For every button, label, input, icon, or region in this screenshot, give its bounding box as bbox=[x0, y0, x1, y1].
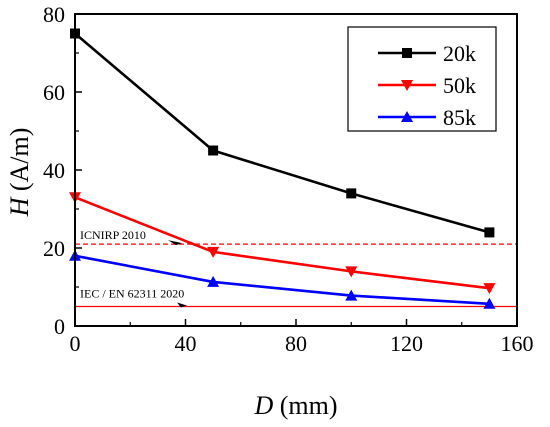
data-point bbox=[402, 48, 412, 58]
data-point bbox=[484, 227, 495, 238]
pointer-arrow-icon bbox=[168, 240, 182, 246]
legend-item: 50k bbox=[378, 73, 476, 98]
legend-item: 85k bbox=[378, 105, 476, 130]
x-tick-label: 160 bbox=[501, 331, 534, 356]
legend-item: 20k bbox=[378, 41, 476, 66]
y-axis-title: H (A/m) bbox=[5, 128, 34, 218]
reference-lines: ICNIRP 2010 IEC / EN 62311 2020 bbox=[75, 228, 517, 308]
series-layer bbox=[69, 28, 496, 309]
data-point bbox=[345, 289, 358, 301]
y-tick-label: 60 bbox=[43, 80, 65, 105]
x-tick-label: 40 bbox=[175, 331, 197, 356]
legend-label: 85k bbox=[443, 105, 476, 130]
y-tick-label: 0 bbox=[54, 314, 65, 339]
ticks: 0 40 80 120 160 0 20 40 60 80 bbox=[43, 2, 534, 356]
series-line bbox=[74, 196, 490, 290]
data-point bbox=[483, 283, 496, 295]
data-point bbox=[207, 246, 220, 258]
data-point bbox=[401, 111, 413, 122]
x-axis-unit: (mm) bbox=[273, 391, 337, 420]
data-point bbox=[346, 188, 357, 199]
data-point bbox=[401, 80, 413, 91]
y-axis-unit: (A/m) bbox=[5, 128, 34, 198]
data-point bbox=[345, 266, 358, 278]
y-tick-label: 20 bbox=[43, 236, 65, 261]
reference-line-label: ICNIRP 2010 bbox=[80, 228, 146, 242]
y-axis-variable: H bbox=[5, 196, 34, 217]
pointer-arrow-icon bbox=[177, 302, 187, 308]
x-tick-label: 0 bbox=[70, 331, 81, 356]
y-tick-label: 80 bbox=[43, 2, 65, 27]
series-line bbox=[74, 254, 490, 306]
y-tick-label: 40 bbox=[43, 158, 65, 183]
reference-line-label: IEC / EN 62311 2020 bbox=[80, 287, 184, 301]
x-tick-label: 120 bbox=[390, 331, 423, 356]
series-85k bbox=[69, 249, 496, 309]
legend-label: 50k bbox=[443, 73, 476, 98]
legend: 20k 50k 85k bbox=[347, 26, 497, 132]
data-point bbox=[208, 145, 219, 156]
data-point bbox=[483, 297, 496, 309]
series-50k bbox=[69, 192, 496, 295]
x-tick-label: 80 bbox=[285, 331, 307, 356]
legend-box bbox=[347, 26, 497, 132]
x-axis-title: D (mm) bbox=[253, 391, 337, 420]
data-point bbox=[207, 275, 220, 287]
legend-label: 20k bbox=[443, 41, 476, 66]
x-axis-variable: D bbox=[253, 391, 273, 420]
series-line bbox=[74, 32, 490, 234]
